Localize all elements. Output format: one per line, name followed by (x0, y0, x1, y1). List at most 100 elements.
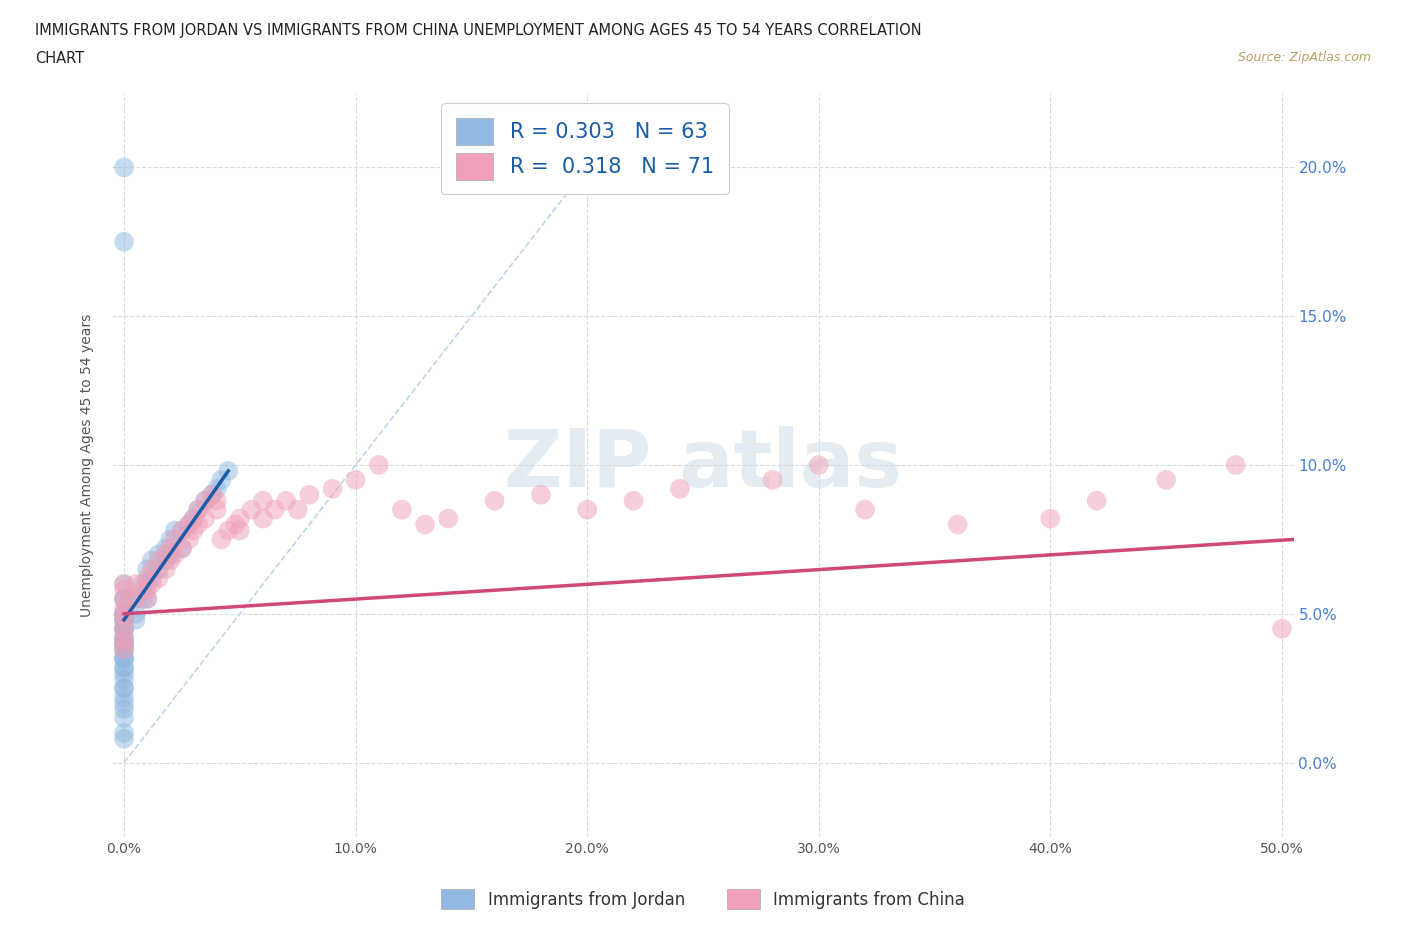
Point (112, 660, 135, 675)
Point (112, 642, 135, 657)
Point (1085, 493, 1108, 508)
Point (224, 517, 246, 532)
Point (163, 547, 186, 562)
Text: CHART: CHART (35, 51, 84, 66)
Point (112, 690, 135, 705)
Point (112, 621, 135, 636)
Point (112, 606, 135, 621)
Point (187, 502, 209, 517)
Point (240, 502, 263, 517)
Point (252, 512, 274, 526)
Point (112, 621, 135, 636)
Point (170, 541, 193, 556)
Point (183, 523, 205, 538)
Point (112, 591, 135, 606)
Point (229, 523, 252, 538)
Point (170, 523, 193, 538)
Point (217, 463, 239, 478)
Point (112, 642, 135, 657)
Point (112, 621, 135, 636)
Point (148, 571, 170, 586)
Point (124, 577, 146, 591)
Point (141, 577, 163, 591)
Point (159, 541, 181, 556)
Point (141, 552, 163, 567)
Point (112, 621, 135, 636)
Point (136, 571, 159, 586)
Point (112, 636, 135, 651)
Point (136, 577, 159, 591)
Point (194, 512, 217, 526)
Point (484, 493, 506, 508)
Point (209, 472, 232, 487)
Point (159, 552, 181, 567)
Point (124, 591, 146, 606)
Point (112, 591, 135, 606)
Point (201, 487, 224, 502)
Point (131, 577, 153, 591)
Point (112, 612, 135, 627)
Point (112, 696, 135, 711)
Point (136, 591, 159, 606)
Point (163, 523, 186, 538)
Text: Source: ZipAtlas.com: Source: ZipAtlas.com (1237, 51, 1371, 64)
Point (124, 591, 146, 606)
Point (112, 160, 135, 175)
Point (155, 552, 177, 567)
Point (205, 482, 228, 497)
Point (112, 601, 135, 616)
Point (344, 472, 367, 487)
Text: ZIP atlas: ZIP atlas (503, 426, 903, 504)
Point (177, 517, 200, 532)
Point (187, 502, 209, 517)
Point (1154, 472, 1177, 487)
Point (148, 562, 170, 577)
Point (112, 651, 135, 666)
Point (131, 591, 153, 606)
Point (205, 502, 228, 517)
Point (367, 458, 389, 472)
Point (437, 512, 460, 526)
Point (124, 606, 146, 621)
Point (112, 711, 135, 725)
Point (209, 532, 232, 547)
Point (112, 582, 135, 597)
Point (530, 487, 553, 502)
Point (177, 517, 200, 532)
Legend: R = 0.303   N = 63, R =  0.318   N = 71: R = 0.303 N = 63, R = 0.318 N = 71 (441, 103, 728, 194)
Point (1039, 512, 1062, 526)
Point (229, 512, 252, 526)
Point (1271, 621, 1294, 636)
Point (112, 725, 135, 740)
Point (112, 651, 135, 666)
Point (287, 502, 309, 517)
Point (112, 631, 135, 645)
Point (669, 482, 692, 497)
Point (136, 562, 159, 577)
Point (131, 582, 153, 597)
Point (159, 547, 181, 562)
Point (112, 612, 135, 627)
Point (141, 562, 163, 577)
Point (136, 582, 159, 597)
Point (112, 681, 135, 696)
Point (155, 541, 177, 556)
Point (112, 577, 135, 591)
Point (187, 517, 209, 532)
Point (576, 502, 599, 517)
Point (170, 541, 193, 556)
Point (112, 636, 135, 651)
Point (112, 631, 135, 645)
Point (263, 502, 285, 517)
Point (112, 591, 135, 606)
Point (853, 502, 876, 517)
Point (183, 512, 205, 526)
Point (170, 523, 193, 538)
Point (112, 631, 135, 645)
Point (124, 612, 146, 627)
Point (112, 651, 135, 666)
Point (217, 523, 239, 538)
Point (1225, 458, 1247, 472)
Point (112, 701, 135, 716)
Point (177, 532, 200, 547)
